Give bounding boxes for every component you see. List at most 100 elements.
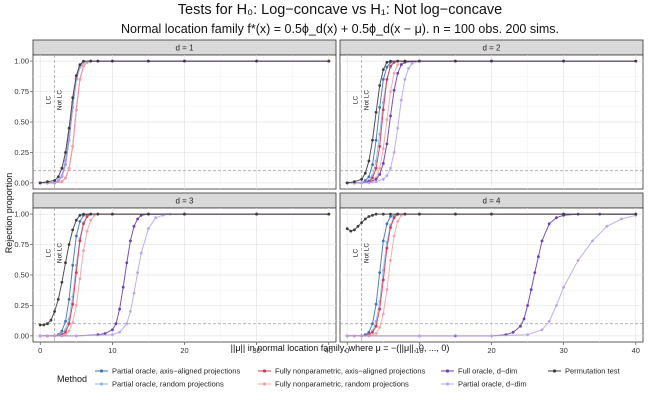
data-point <box>42 323 46 327</box>
data-point <box>85 229 89 233</box>
data-point <box>392 88 396 92</box>
y-tick-label: 0.25 <box>14 301 29 310</box>
data-point <box>389 226 392 229</box>
legend-item-pa_axis: Partial oracle, axis−aligned projections <box>95 367 240 376</box>
data-point <box>49 318 53 322</box>
data-point <box>547 222 551 226</box>
legend-item-pa_rand: Partial oracle, random projections <box>95 380 224 389</box>
data-point <box>374 138 378 142</box>
data-point <box>129 239 132 243</box>
data-point <box>136 217 140 221</box>
data-point <box>345 227 349 231</box>
data-point <box>555 216 558 220</box>
data-point <box>371 330 374 334</box>
data-point <box>67 298 71 301</box>
data-point <box>71 321 75 324</box>
data-point <box>78 63 82 67</box>
data-point <box>353 228 356 232</box>
data-point <box>327 212 331 216</box>
data-point <box>374 110 378 114</box>
legend-key-point <box>262 369 267 373</box>
data-point <box>89 218 93 222</box>
data-point <box>147 212 150 216</box>
data-point <box>378 271 382 274</box>
data-point <box>381 212 385 216</box>
data-point <box>385 174 389 178</box>
data-point <box>71 263 75 267</box>
data-point <box>540 239 544 243</box>
data-point <box>540 328 544 332</box>
data-point <box>183 212 186 216</box>
data-point <box>454 59 457 63</box>
data-point <box>363 217 367 221</box>
legend-label: Fully nonparametric, axis−aligned projec… <box>275 367 426 376</box>
data-point <box>490 334 493 338</box>
x-tick-label: 30 <box>559 346 567 355</box>
data-point <box>82 64 85 68</box>
data-point <box>121 285 125 289</box>
data-point <box>371 213 374 217</box>
facet-panels: d = 1 LC Not LC 0.00 0.25 0.50 0.75 1.00 d = 2 LC… <box>14 39 644 355</box>
data-point <box>38 334 42 338</box>
data-point <box>46 180 49 184</box>
y-tick-label: 0.25 <box>14 148 29 157</box>
data-point <box>132 224 136 228</box>
data-point <box>360 177 363 181</box>
data-point <box>78 213 82 217</box>
data-point <box>60 280 64 284</box>
data-point <box>111 212 114 216</box>
data-point <box>399 98 403 102</box>
series-perm <box>345 212 638 233</box>
data-point <box>374 166 378 170</box>
x-tick-label: 40 <box>632 346 640 355</box>
data-point <box>60 329 64 333</box>
data-point <box>74 108 78 112</box>
x-tick-label: 0 <box>345 346 349 355</box>
data-point <box>78 277 82 281</box>
data-point <box>64 319 67 323</box>
data-point <box>353 180 356 184</box>
x-tick-label: 20 <box>180 346 188 355</box>
x-tick-label: 10 <box>415 346 423 355</box>
data-point <box>118 307 121 311</box>
data-point <box>526 333 529 337</box>
data-point <box>547 319 551 323</box>
data-point <box>381 162 385 165</box>
data-point <box>381 78 385 81</box>
legend-key-point <box>445 369 450 373</box>
data-point <box>67 166 71 170</box>
data-point <box>71 96 75 99</box>
legend-label: Fully nonparametric, random projections <box>275 380 409 389</box>
data-point <box>454 212 457 216</box>
data-point <box>533 271 537 274</box>
annotation-not-lc: Not LC <box>364 90 371 111</box>
data-point <box>378 166 382 170</box>
data-point <box>38 323 42 327</box>
data-point <box>71 228 75 232</box>
data-point <box>374 177 378 181</box>
data-point <box>537 255 540 259</box>
legend-item-fn_axis: Fully nonparametric, axis−aligned projec… <box>258 367 426 376</box>
data-point <box>85 215 89 218</box>
series-perm <box>38 59 331 185</box>
legend-title: Method <box>57 374 87 384</box>
data-point <box>418 59 421 63</box>
data-point <box>385 222 389 226</box>
data-point <box>53 310 56 313</box>
data-point <box>349 229 353 233</box>
data-point <box>89 59 93 63</box>
data-point <box>147 227 150 231</box>
data-point <box>410 62 414 65</box>
data-point <box>381 177 385 181</box>
data-point <box>136 271 140 274</box>
data-point <box>385 78 389 81</box>
data-point <box>562 212 565 216</box>
data-point <box>78 220 82 223</box>
data-point <box>396 63 400 67</box>
data-point <box>367 175 371 179</box>
data-point <box>381 108 385 112</box>
data-point <box>392 151 396 154</box>
data-point <box>74 234 78 238</box>
y-tick-label: 0.50 <box>14 271 29 280</box>
facet-panel-4: d = 4 LC Not LC 0 10 20 30 40 <box>339 192 644 355</box>
